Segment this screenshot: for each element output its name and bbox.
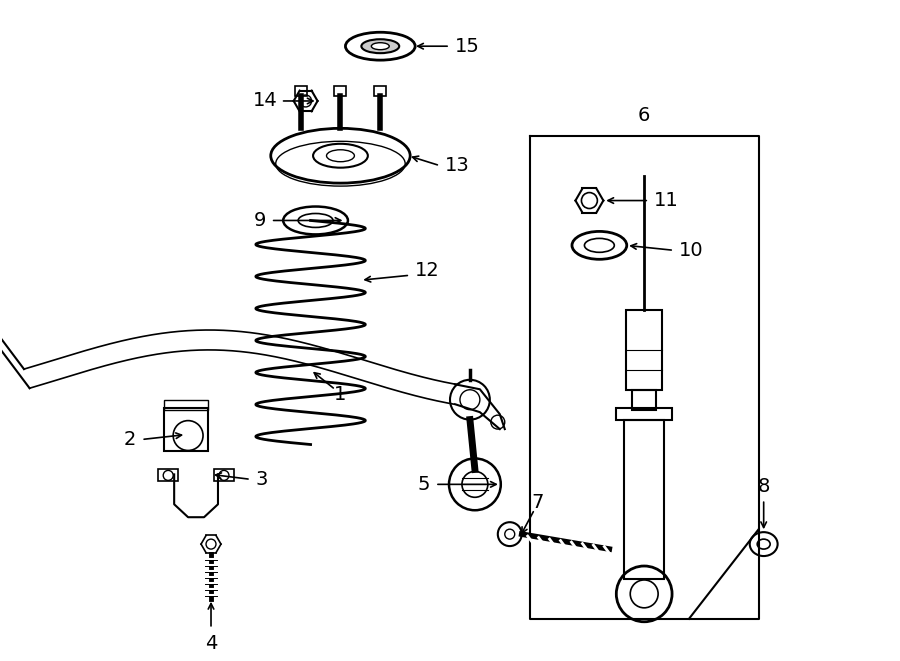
- Bar: [625, 420, 664, 579]
- Text: 6: 6: [638, 106, 651, 126]
- Text: 10: 10: [679, 241, 704, 260]
- Bar: [294, 86, 307, 96]
- Bar: [335, 86, 346, 96]
- Text: 11: 11: [654, 191, 679, 210]
- Text: 8: 8: [758, 477, 770, 496]
- Bar: [164, 400, 208, 410]
- Text: 1: 1: [334, 385, 346, 405]
- Bar: [214, 469, 234, 481]
- Ellipse shape: [372, 43, 390, 50]
- Text: 3: 3: [256, 470, 268, 489]
- Polygon shape: [689, 529, 759, 619]
- Ellipse shape: [362, 39, 400, 53]
- Text: 2: 2: [124, 430, 136, 449]
- Bar: [626, 310, 662, 390]
- Bar: [374, 86, 386, 96]
- Text: 13: 13: [445, 156, 470, 175]
- Bar: [616, 408, 672, 420]
- Text: 15: 15: [455, 37, 480, 56]
- Bar: [158, 469, 178, 481]
- Text: 7: 7: [531, 492, 544, 512]
- Bar: [164, 408, 208, 451]
- Text: 5: 5: [418, 475, 430, 494]
- Text: 9: 9: [254, 211, 266, 230]
- Text: 14: 14: [253, 91, 278, 110]
- Bar: [632, 390, 656, 410]
- Text: 12: 12: [415, 260, 440, 280]
- Text: 4: 4: [205, 634, 217, 653]
